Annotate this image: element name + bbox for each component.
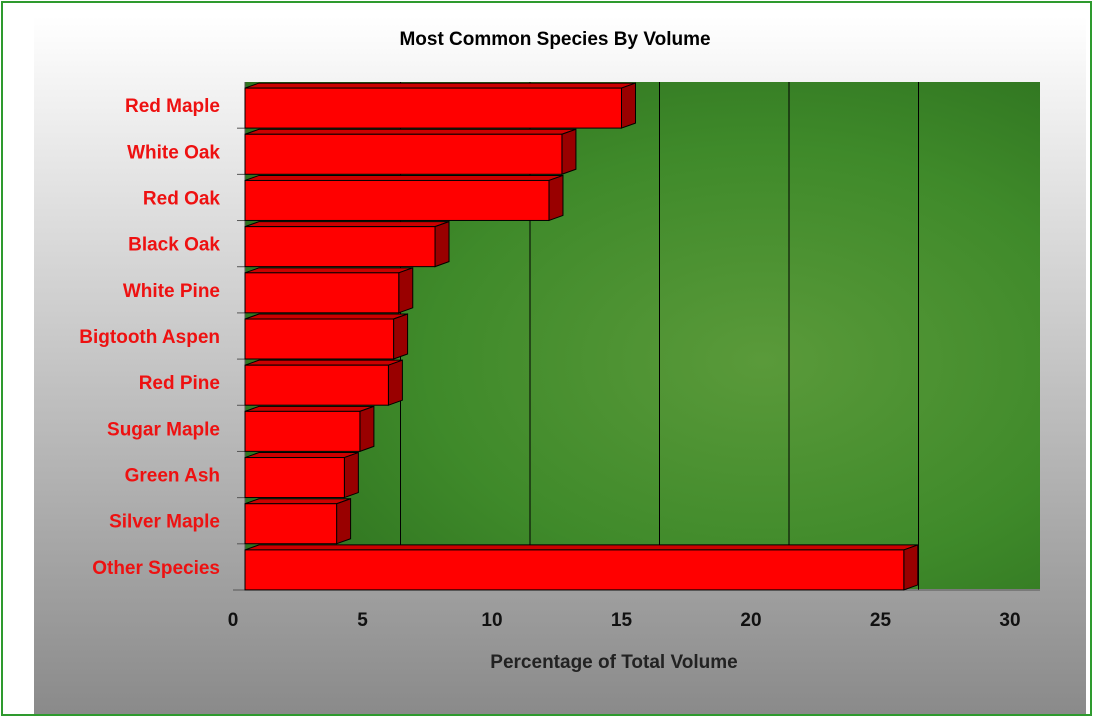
- x-tick-label: 5: [357, 610, 368, 631]
- y-tick-label: Red Maple: [125, 96, 220, 117]
- bar: [244, 87, 622, 129]
- bar-top: [244, 498, 351, 505]
- bar: [244, 318, 395, 360]
- bar: [244, 549, 905, 591]
- bar-top: [244, 359, 403, 366]
- bar: [244, 457, 345, 499]
- bar-side: [903, 544, 919, 591]
- x-tick-label: 30: [999, 610, 1020, 631]
- bar-top: [244, 221, 450, 228]
- bar-top: [244, 82, 636, 89]
- bar: [244, 179, 550, 221]
- bar-side: [621, 82, 636, 129]
- y-tick-label: White Oak: [127, 142, 220, 163]
- bar: [244, 226, 436, 268]
- bar: [244, 272, 400, 314]
- bar-top: [244, 313, 408, 320]
- bar-side: [398, 267, 414, 314]
- bar: [244, 364, 389, 406]
- y-tick-label: Black Oak: [128, 235, 220, 256]
- y-tick-label: Red Pine: [139, 373, 220, 394]
- x-tick-label: 10: [481, 610, 502, 631]
- bar-top: [244, 452, 359, 459]
- bar-side: [548, 174, 564, 222]
- y-tick-label: Silver Maple: [109, 512, 220, 533]
- x-tick-label: 0: [228, 610, 239, 631]
- bar-top: [244, 544, 918, 551]
- bar: [244, 410, 361, 452]
- y-tick-label: Bigtooth Aspen: [79, 327, 220, 348]
- bar-side: [434, 220, 450, 268]
- y-tick-label: Red Oak: [143, 188, 221, 209]
- bar-top: [244, 128, 577, 135]
- bar: [244, 503, 338, 545]
- bar-top: [244, 174, 564, 181]
- chart-title: Most Common Species By Volume: [399, 29, 710, 50]
- bar-side: [336, 498, 352, 545]
- y-tick-label: Other Species: [92, 558, 220, 579]
- x-axis-title: Percentage of Total Volume: [490, 652, 737, 673]
- bar: [244, 133, 563, 175]
- bar-top: [244, 267, 413, 274]
- bar-side: [387, 359, 403, 406]
- y-tick-label: Sugar Maple: [107, 419, 220, 440]
- y-tick-label: Green Ash: [125, 466, 220, 487]
- bar-top: [244, 405, 375, 412]
- bar-side: [359, 405, 375, 453]
- bar-side: [561, 128, 577, 175]
- bar-side: [343, 451, 359, 499]
- y-tick-label: White Pine: [123, 281, 220, 302]
- x-tick-label: 25: [870, 610, 892, 631]
- x-tick-label: 15: [611, 610, 633, 631]
- plot: 0 5 10 15 20 25 30 Red Maple White Oak Red Oak Bla…: [79, 82, 1040, 631]
- x-tick-label: 20: [740, 610, 761, 631]
- bar-side: [393, 313, 409, 360]
